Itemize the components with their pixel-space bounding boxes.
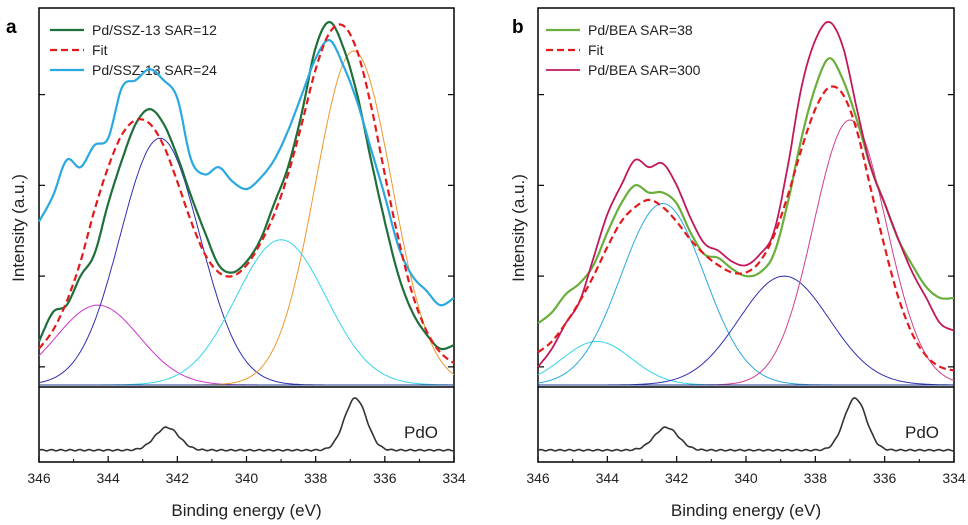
- panel-b-x-axis: 346 344 342 340 338 336 334: [526, 456, 966, 486]
- panel-a-x-axis: 346 344 342 340 338 336 334: [27, 456, 466, 486]
- panel-b-x-tick-label: 342: [665, 470, 689, 486]
- panel-a-y-axis: [39, 93, 454, 368]
- panel-a-x-tick-label: 342: [166, 470, 190, 486]
- panel-b-component-peak-4: [538, 119, 955, 386]
- panel-b-x-tick-label: 336: [873, 470, 897, 486]
- panel-b-series-line-2: [537, 21, 955, 368]
- panel-b-legend: Pd/BEA SAR=38 Fit Pd/BEA SAR=300: [546, 22, 701, 78]
- panel-a-x-tick-label: 346: [27, 470, 51, 486]
- panel-a-legend-label-2: Fit: [92, 42, 108, 58]
- panel-b-x-tick-label: 338: [804, 470, 828, 486]
- panel-a-reference-line: [38, 397, 455, 452]
- panel-b-component-peak-2: [537, 203, 954, 386]
- panel-a-series-line-2: [38, 39, 455, 307]
- panel-b-x-tick-label: 344: [596, 470, 620, 486]
- panel-b-series-line-1: [537, 57, 955, 325]
- panel-b-letter: b: [512, 17, 524, 38]
- panel-a-x-tick-label: 338: [304, 470, 328, 486]
- panel-b-legend-label-3: Pd/BEA SAR=300: [588, 62, 701, 78]
- panel-a-y-axis-title: Intensity (a.u.): [9, 174, 28, 282]
- panel-b-x-tick-label: 334: [942, 470, 966, 486]
- panel-a-letter: a: [6, 17, 17, 38]
- panel-a-x-tick-label: 344: [96, 470, 120, 486]
- panel-a-component-peak-4: [39, 50, 455, 386]
- panel-b-x-tick-label: 340: [734, 470, 758, 486]
- panel-a-series-line-1: [37, 20, 455, 351]
- panel-a-component-peak-1: [38, 304, 454, 386]
- panel-a-legend-label-1: Pd/SSZ-13 SAR=12: [92, 22, 217, 38]
- panel-b-legend-label-2: Fit: [588, 42, 604, 58]
- panel-b-x-axis-title: Binding energy (eV): [671, 501, 821, 520]
- panel-a-x-tick-label: 340: [235, 470, 259, 486]
- panel-b-component-peak-3: [538, 275, 954, 386]
- panel-a-x-axis-title: Binding energy (eV): [171, 501, 321, 520]
- panel-a: a Intensity (a.u.) Binding energy (eV) P…: [6, 7, 466, 520]
- panel-a-x-tick-label: 336: [373, 470, 397, 486]
- panel-b-legend-label-1: Pd/BEA SAR=38: [588, 22, 693, 38]
- panel-a-legend: Pd/SSZ-13 SAR=12 Fit Pd/SSZ-13 SAR=24: [50, 22, 217, 78]
- panel-a-fit-line: [38, 23, 455, 365]
- panel-b-fit-line: [537, 85, 955, 372]
- panel-a-reference-label: PdO: [404, 423, 438, 442]
- panel-b: b Intensity (a.u.) Binding energy (eV) P…: [509, 7, 966, 520]
- panel-b-x-tick-label: 346: [526, 470, 550, 486]
- panel-b-y-axis-title: Intensity (a.u.): [509, 174, 528, 282]
- panel-b-reference-line: [537, 397, 955, 452]
- panel-a-x-tick-label: 334: [442, 470, 466, 486]
- panel-b-reference-label: PdO: [905, 423, 939, 442]
